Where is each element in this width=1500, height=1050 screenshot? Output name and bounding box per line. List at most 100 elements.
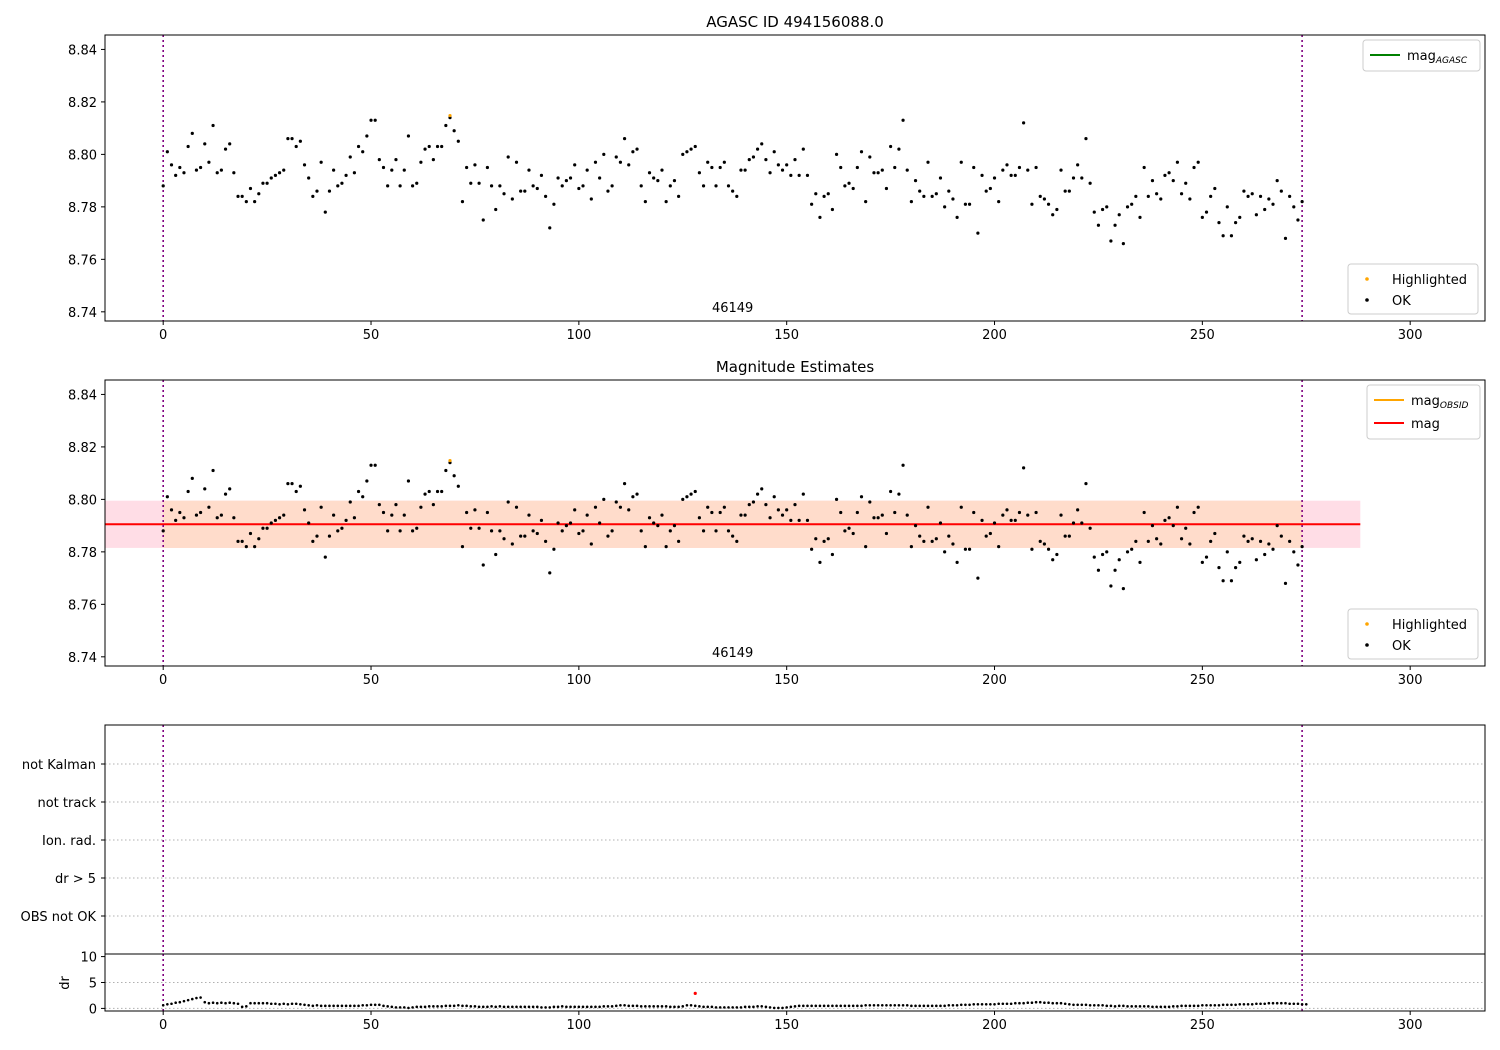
dr-ok-point [1188,1004,1192,1008]
agasc-point-legend: Highlighted OK [1347,263,1479,315]
agasc-ok-point [1022,121,1026,125]
dr-ok-point [1043,1001,1046,1005]
estimates-ok-point [1250,537,1254,541]
dr-ok-point [1005,1002,1009,1006]
estimates-ok-point [531,529,535,533]
dr-ok-point [253,1001,256,1005]
estimates-ok-point [527,513,531,517]
dr-ok-point [631,1004,635,1008]
dr-ok-point [1051,1001,1055,1005]
dr-ok-point [1201,1004,1204,1007]
dr-ok-point [685,1004,689,1007]
dr-ok-point [781,1006,784,1010]
agasc-ok-point [868,155,872,159]
agasc-ok-point [1200,215,1204,219]
dr-ok-point [1296,1002,1300,1006]
dr-ok-point [506,1005,510,1009]
agasc-ok-point [228,142,232,146]
agasc-x-tick-label: 300 [1398,328,1423,343]
estimates-ok-point [319,505,323,509]
estimates-ok-point [1238,560,1242,564]
estimates-ok-point [747,503,751,507]
estimates-ok-point [872,516,876,520]
agasc-ok-point [352,171,356,175]
estimates-ok-point [452,474,456,478]
dr-ok-point [369,1003,373,1007]
estimates-ok-point [581,529,585,533]
agasc-ok-point [1109,239,1113,243]
agasc-ok-point [581,184,585,188]
agasc-ok-point [1051,213,1055,217]
dr-ok-point [1088,1004,1092,1007]
agasc-ok-point [635,147,639,151]
dr-ok-point [1063,1002,1067,1006]
agasc-ok-point [951,197,955,201]
estimates-ok-point [435,489,440,494]
estimates-ok-point [785,508,789,512]
agasc-ok-point [930,194,934,198]
dr-ok-point [1271,1001,1275,1005]
estimates-ok-point [340,526,344,530]
estimates-ok-point [1146,539,1150,543]
estimates-ok-point [514,505,519,509]
estimates-ok-point [427,489,431,494]
estimates-ok-point [1125,550,1130,554]
agasc-ok-point [1121,241,1125,246]
estimates-ok-point [277,516,282,520]
dr-ok-point [440,1005,443,1008]
dr-x-tick-label: 250 [1190,1018,1215,1033]
estimates-ok-point [286,482,290,486]
dr-x-tick-label: 300 [1398,1018,1423,1033]
agasc-ok-point [1188,197,1192,201]
dr-ok-point [444,1004,448,1008]
agasc-ok-point [789,173,793,177]
estimates-ok-point [876,516,880,520]
dr-ok-point [1217,1004,1221,1007]
dr-ok-point [515,1005,518,1009]
agasc-ok-point [864,200,868,204]
dr-ok-point [760,1005,764,1008]
dr-ok-point [818,1004,822,1008]
agasc-ok-point [1067,189,1071,193]
agasc-ok-point [938,176,943,180]
agasc-ok-point [606,189,610,193]
estimates-ok-point [768,516,772,520]
estimates-ok-point [718,510,722,515]
estimates-ok-point [465,510,469,515]
dr-ok-point [1092,1004,1096,1007]
estimates-ok-point [984,534,988,538]
estimates-ok-point [606,534,610,538]
dr-ok-point [851,1004,855,1008]
dr-ok-point [332,1004,335,1008]
agasc-ok-point [560,184,564,188]
agasc-ok-point [602,152,606,156]
estimates-ok-point [1175,505,1180,509]
flags-y-tick-label: dr > 5 [55,872,96,887]
estimates-ok-point [298,484,302,488]
dr-ok-point [997,1002,1000,1006]
estimates-ok-point [1150,524,1155,528]
agasc-ok-point [660,168,664,172]
agasc-ok-point [539,173,544,177]
dr-ok-point [1080,1003,1084,1007]
estimates-ok-point [494,552,498,557]
dr-ok-point [361,1004,365,1007]
agasc-y-tick-label: 8.74 [68,306,97,321]
estimates-ok-point [930,539,934,543]
agasc-ok-point [1017,165,1022,170]
dr-ok-point [315,1004,319,1007]
dr-ok-point [806,1004,809,1008]
estimates-ok-point [240,539,244,543]
estimates-ok-point [282,513,286,517]
agasc-obsid-label: 46149 [712,301,753,316]
agasc-ok-point [373,118,377,122]
agasc-ok-point [780,168,785,172]
estimates-ok-point [356,489,361,494]
estimates-ok-point [1013,518,1017,522]
agasc-ok-point [219,168,223,172]
agasc-ok-point [1096,223,1101,227]
agasc-panel: AGASC ID 494156088.0 0 50 100 150 200 250 300 8… [68,13,1486,343]
estimates-ok-point [573,508,577,512]
agasc-ok-point [1300,200,1304,204]
estimates-ok-point [614,500,618,504]
